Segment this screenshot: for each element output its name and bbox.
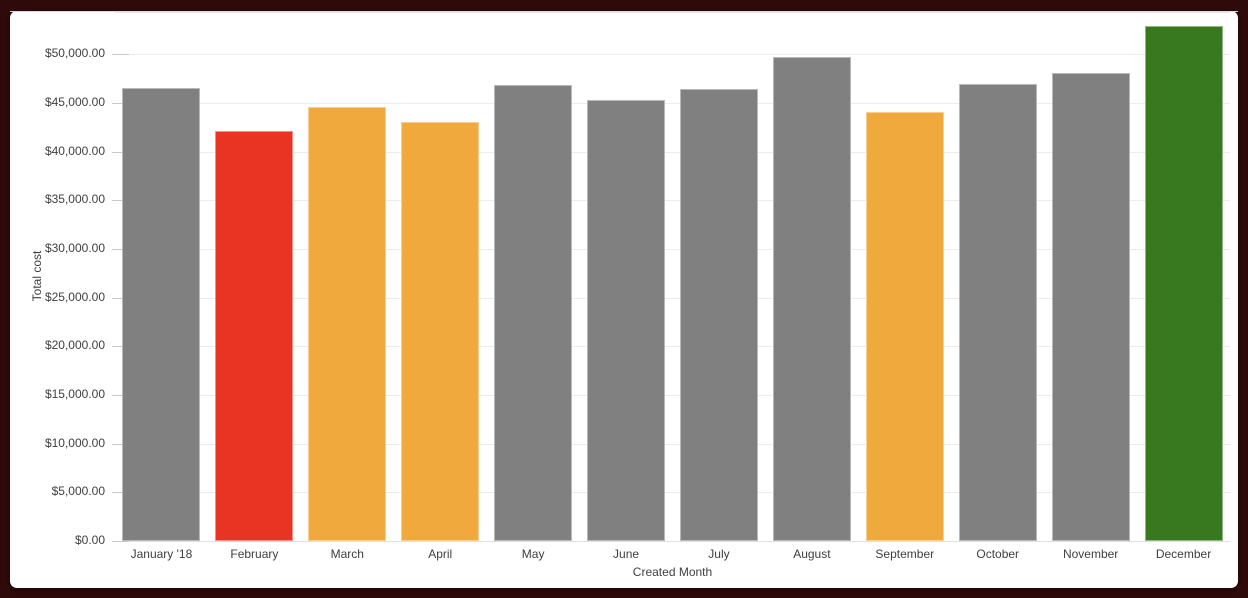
gridline [115, 346, 1230, 348]
y-tick-label: $30,000.00 [44, 241, 105, 256]
bar-august[interactable] [772, 57, 851, 541]
baseline-gridline [115, 541, 1230, 542]
bar-july[interactable] [679, 89, 758, 541]
x-tick-label: March [330, 547, 364, 561]
y-tick-mark [112, 297, 129, 299]
gridline [115, 54, 1230, 56]
bar-april[interactable] [401, 121, 480, 541]
y-tick-mark [112, 492, 129, 494]
y-tick-mark [112, 54, 129, 56]
bar-june[interactable] [587, 100, 666, 541]
gridline [115, 200, 1230, 202]
x-tick-label: April [428, 547, 453, 561]
gridline [115, 249, 1230, 251]
y-tick-mark [112, 443, 129, 445]
y-tick-label: $20,000.00 [44, 338, 105, 353]
y-axis-labels: $0.00 $5,000.00 $10,000.00 $15,000.00 $20,00… [10, 12, 105, 546]
bar-december[interactable] [1144, 26, 1223, 541]
plot-area [112, 12, 1230, 542]
x-tick-label: September [875, 547, 935, 561]
gridline [115, 395, 1230, 396]
y-tick-label: $25,000.00 [44, 289, 105, 304]
x-tick-label: July [708, 547, 730, 561]
y-tick-label: $5,000.00 [51, 484, 105, 499]
gridline [115, 492, 1230, 494]
x-tick-label: May [521, 547, 545, 561]
gridline [115, 103, 1230, 105]
y-tick-mark [112, 346, 129, 348]
x-axis-title: Created Month [632, 565, 713, 579]
gridline [115, 151, 1230, 153]
x-tick-label: December [1155, 547, 1212, 561]
y-tick-mark [112, 103, 129, 105]
panel-top-edge [10, 11, 1238, 12]
bar-may[interactable] [494, 84, 573, 541]
bar-march[interactable] [308, 106, 387, 541]
bar-september[interactable] [865, 111, 944, 541]
y-tick-mark [112, 200, 129, 202]
y-tick-label: $45,000.00 [44, 95, 105, 110]
x-tick-label: June [613, 547, 640, 561]
x-tick-label: August [793, 547, 831, 561]
bar-february[interactable] [215, 131, 294, 541]
y-tick-label: $10,000.00 [44, 435, 105, 450]
y-tick-label: $15,000.00 [44, 387, 105, 401]
x-tick-label: October [976, 547, 1020, 561]
bar-november[interactable] [1051, 72, 1130, 541]
chart-panel: Total cost $0.00 $5,000.00 $10,000.00 $15,0… [10, 11, 1238, 588]
y-tick-label: $50,000.00 [44, 46, 105, 61]
y-tick-mark [112, 541, 129, 542]
x-tick-label: February [230, 547, 279, 561]
y-tick-mark [112, 395, 129, 396]
y-tick-mark [112, 249, 129, 251]
gridline [115, 443, 1230, 445]
y-tick-label: $40,000.00 [44, 143, 105, 158]
y-tick-label: $0.00 [74, 533, 105, 547]
x-tick-label: November [1062, 547, 1119, 561]
x-axis-labels: January '18 February March April May June July… [115, 547, 1230, 563]
bar-october[interactable] [958, 83, 1037, 541]
bar-january-18[interactable] [122, 88, 201, 541]
x-tick-label: January '18 [130, 547, 193, 561]
y-tick-label: $35,000.00 [44, 192, 105, 207]
gridline [115, 297, 1230, 299]
y-tick-mark [112, 151, 129, 153]
